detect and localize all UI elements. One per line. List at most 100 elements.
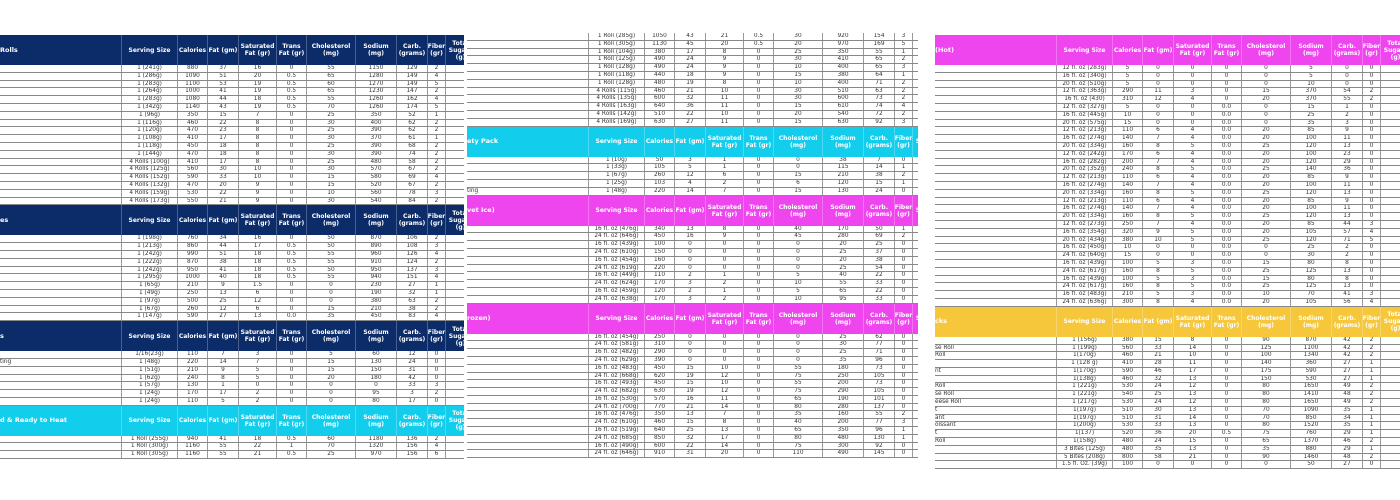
table-cell: 5 [1143,275,1174,283]
table-cell: 20 [1242,127,1291,135]
table-cell: 19 [675,388,706,395]
item-name-cell [467,419,589,427]
table-cell: 5 Bites (208g) [1057,453,1113,461]
table-cell: 150 [356,366,397,374]
table-cell: 13 [1174,375,1212,383]
table-cell: 970 [823,40,864,48]
table-cell: 150 [645,248,675,256]
table-cell [446,166,464,173]
item-name-cell [0,103,122,111]
column-header: Fiber (gr) [428,205,446,236]
table-cell: 2 [428,119,446,127]
table-cell [446,267,464,274]
table-row: 16 fl. oz (450g) 10 0 0 0.0 0 25 2 0 [935,244,1400,253]
table-cell: 31 [397,366,428,374]
table-cell: 0.0 [1212,135,1242,142]
column-header: Serving Size [589,195,645,226]
item-name-cell [467,264,589,272]
table-cell: 13 [675,225,706,233]
nutrition-section: ety Pack Serving Size Calories Fat (gm) Satu… [467,126,918,196]
item-name-cell [935,166,1057,174]
table-cell: 16 fl. oz (483g) [1057,291,1113,298]
table-cell: 1 (10g) [589,156,645,164]
table-cell: 32 [1143,375,1174,383]
table-cell: 1 [895,179,913,187]
table-cell: 25 [1242,142,1291,150]
table-cell: 630 [823,118,864,126]
table-cell: 41 [208,435,239,443]
table-cell: 880 [178,65,208,72]
table-row: 1 (25g) 103 4 2 0 6 120 15 1 [467,179,918,188]
table-cell: 1 (96g) [122,111,178,119]
table-cell: 0 [675,333,706,341]
table-cell: 0 [744,280,774,287]
table-cell: 65 [864,56,895,64]
table-cell: 5 [774,272,823,280]
table-cell: 540 [823,110,864,118]
table-cell: 200 [1113,158,1143,166]
table-cell: 0 [895,241,913,248]
table-cell: 220 [178,358,208,366]
table-cell: 8 [1143,189,1174,197]
table-cell: 0 [895,264,913,272]
table-row: 1 (65g) 210 9 1.5 0 0 230 27 1 [0,282,464,290]
table-cell: 9 [1143,228,1174,236]
table-row: 12 fl. oz (213g) 110 6 4 0.0 20 85 9 0 [935,197,1400,206]
table-cell: 480 [356,158,397,166]
table-cell: 320 [1113,228,1143,236]
table-cell: 20 fl. oz (575g) [1057,119,1113,127]
table-cell: 0 [277,111,307,119]
table-cell: 2 [1363,336,1381,344]
item-name-cell [935,244,1057,252]
table-cell: 0 [1242,252,1291,259]
table-cell: 1.5 [239,282,277,289]
table-cell: 1100 [178,80,208,88]
table-cell: 7 [1143,135,1174,142]
item-name-cell [935,174,1057,181]
table-cell: 1 (286g) [122,72,178,80]
table-cell: 20 [1174,430,1212,438]
table-cell: 0 [277,382,307,390]
table-cell: 55 [307,274,356,282]
table-cell: 18 [239,435,277,443]
table-cell: 70 [1242,414,1291,422]
table-cell: 9 [239,197,277,205]
column-header: Fat (gm) [1143,306,1174,337]
table-cell: 20 [307,374,356,382]
table-row: 5 Bites (208g) 800 58 21 0 90 1460 48 2 [935,453,1400,462]
table-cell: 4 [1174,150,1212,158]
table-cell [446,182,464,189]
table-cell: 1/16(23g) [122,351,178,358]
table-row: 16 fl. oz (430) 310 12 4 0 20 370 55 2 [935,96,1400,104]
table-cell [1381,73,1400,80]
table-cell: 49 [1332,399,1363,406]
table-cell: 71 [864,79,895,87]
table-cell: 21 [208,197,239,205]
column-header: Fiber (gr) [428,321,446,352]
table-cell: 75 [774,442,823,450]
table-cell: 10 [774,280,823,287]
nutrition-section: vet Ice) Serving Size Calories Fat (gm) Satu… [467,195,918,304]
table-row: 4 Rolls (163g) 640 36 11 0 15 610 74 4 [467,103,918,111]
table-row: 1 (57g) 130 1 0 0 0 0 33 3 [0,382,464,391]
table-cell: 8 [1143,166,1174,174]
table-cell: 1 (221g) [1057,391,1113,399]
item-name-cell [467,225,589,233]
table-cell [1381,260,1400,267]
table-cell: 2 [1332,244,1363,252]
column-header: Saturated Fat (gr) [1174,35,1212,65]
table-cell: 55 [864,411,895,419]
table-cell: 0 [1212,406,1242,414]
table-cell: 6 [1143,127,1174,135]
table-cell: 0 [744,264,774,272]
table-cell: 36 [1143,430,1174,438]
table-cell: 137 [864,403,895,411]
table-cell: 2 [239,390,277,397]
table-cell [446,198,464,205]
table-cell: 1 (33g) [589,164,645,172]
table-cell: 120 [645,287,675,295]
table-cell: 62 [864,333,895,341]
column-header: Total Sugars (g) [1381,35,1400,65]
table-cell: 110 [1113,127,1143,135]
table-cell: 22 [239,443,277,451]
